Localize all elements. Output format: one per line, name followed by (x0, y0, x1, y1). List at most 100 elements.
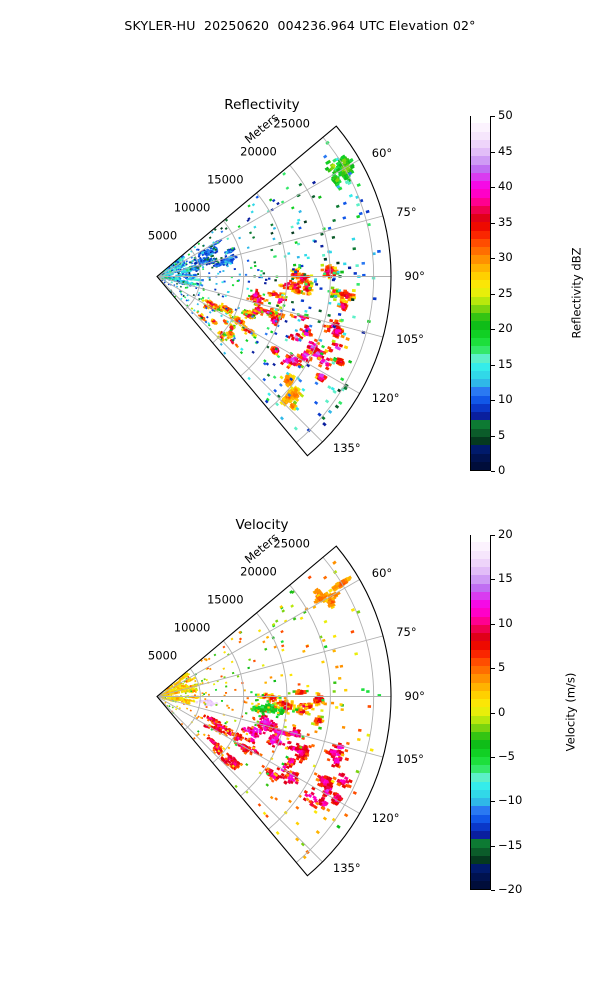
panel-title-velocity: Velocity (235, 517, 289, 533)
colorbar-tick-label: 45 (498, 143, 513, 158)
colorbar-band (471, 805, 490, 815)
colorbar-band (471, 263, 490, 272)
colorbar-band (471, 649, 490, 658)
colorbar-tick (491, 801, 495, 803)
colorbar-band (471, 139, 490, 149)
azimuth-tick-label: 135° (332, 861, 361, 876)
colorbar-band (471, 246, 490, 256)
colorbar-band (471, 312, 490, 322)
colorbar-band (471, 814, 490, 823)
colorbar-band (471, 444, 490, 454)
colorbar-band (471, 723, 490, 733)
azimuth-tick-label: 120° (371, 390, 400, 405)
colorbar-tick (491, 712, 495, 714)
colorbar-tick-label: 20 (498, 321, 513, 335)
polar-grid (156, 556, 391, 863)
colorbar-band (471, 541, 490, 551)
colorbar-band (471, 665, 490, 675)
colorbar-band (471, 764, 490, 774)
colorbar-tick (491, 364, 495, 366)
azimuth-tick-label: 75° (396, 625, 417, 640)
azimuth-tick-label: 90° (404, 688, 425, 703)
azimuth-tick-label: 105° (396, 751, 424, 766)
colorbar-band (471, 213, 490, 223)
colorbar-band (471, 698, 490, 708)
colorbar-band (471, 830, 490, 840)
colorbar-band (471, 657, 490, 667)
colorbar-band (471, 789, 490, 799)
colorbar-tick-label: −10 (498, 793, 523, 808)
colorbar-band (471, 706, 490, 716)
colorbar-band (471, 304, 490, 314)
sector-outline (156, 125, 392, 457)
colorbar-band (471, 461, 490, 470)
colorbar-band (471, 386, 490, 396)
colorbar-tick-label: 20 (498, 527, 513, 541)
azimuth-tick-label: 90° (404, 268, 425, 283)
colorbar-tick-label: 40 (498, 179, 513, 193)
azimuth-tick-label: 120° (371, 810, 400, 825)
colorbar-band (471, 822, 490, 832)
colorbar-band (471, 640, 490, 650)
colorbar-band (471, 756, 490, 766)
colorbar-tick-label: 15 (498, 571, 513, 586)
echo-layer (157, 140, 381, 433)
colorbar-tick (491, 116, 495, 117)
colorbar-reflectivity: 0 5 10 15 20 25 30 35 40 45 50 Reflectivity dBZ (470, 109, 583, 476)
azimuth-tick-label: 75° (396, 205, 417, 220)
colorbar-band (471, 682, 490, 691)
colorbar-tick (491, 890, 495, 891)
echo-layer (157, 560, 382, 860)
colorbar-tick (491, 258, 495, 259)
colorbar-velocity: −20 −15 −10 −5 0 5 10 15 20 Velocity (m/s) (470, 528, 577, 895)
colorbar-band (471, 172, 490, 182)
range-tick-label: 5000 (147, 647, 178, 662)
colorbar-tick-label: 5 (498, 427, 506, 442)
colorbar-tick (491, 845, 495, 847)
colorbar-tick-label: −15 (498, 837, 523, 852)
colorbar-tick (491, 579, 495, 581)
colorbar-tick (491, 668, 495, 670)
range-tick-label: 25000 (273, 116, 310, 131)
range-tick-label: 5000 (147, 227, 178, 242)
colorbar-band (471, 436, 490, 446)
colorbar-band (471, 566, 490, 576)
colorbar-band (471, 147, 490, 157)
colorbar-tick-label: 25 (498, 285, 513, 300)
colorbar-band (471, 838, 490, 848)
colorbar-band (471, 781, 490, 790)
colorbar-band (471, 731, 490, 741)
colorbar-band (471, 715, 490, 724)
colorbar-tick-label: 0 (498, 704, 506, 719)
colorbar-band (471, 188, 490, 198)
colorbar-tick (491, 435, 495, 437)
colorbar-band (471, 591, 490, 601)
colorbar-band (471, 287, 490, 297)
colorbar-band (471, 847, 490, 856)
colorbar-band (471, 296, 490, 305)
colorbar-band (471, 221, 490, 231)
colorbar-band (471, 452, 490, 462)
colorbar-tick-label: 50 (498, 108, 513, 122)
colorbar-band (471, 329, 490, 338)
colorbar-tick (491, 151, 495, 153)
colorbar-tick (491, 329, 495, 330)
polar-grid (156, 136, 391, 443)
colorbar-band (471, 196, 490, 206)
colorbar-band (471, 271, 490, 281)
colorbar-band (471, 855, 490, 865)
colorbar-band (471, 615, 490, 625)
colorbar-band (471, 558, 490, 568)
colorbar-band (471, 582, 490, 592)
colorbar-band (471, 632, 490, 642)
colorbar-tick (491, 293, 495, 295)
figure-suptitle: SKYLER-HU 20250620 004236.964 UTC Elevat… (124, 18, 476, 33)
colorbar-band (471, 163, 490, 173)
colorbar-tick-label: −5 (498, 748, 515, 763)
colorbar-gradient (470, 114, 491, 471)
colorbar-band (471, 863, 490, 873)
